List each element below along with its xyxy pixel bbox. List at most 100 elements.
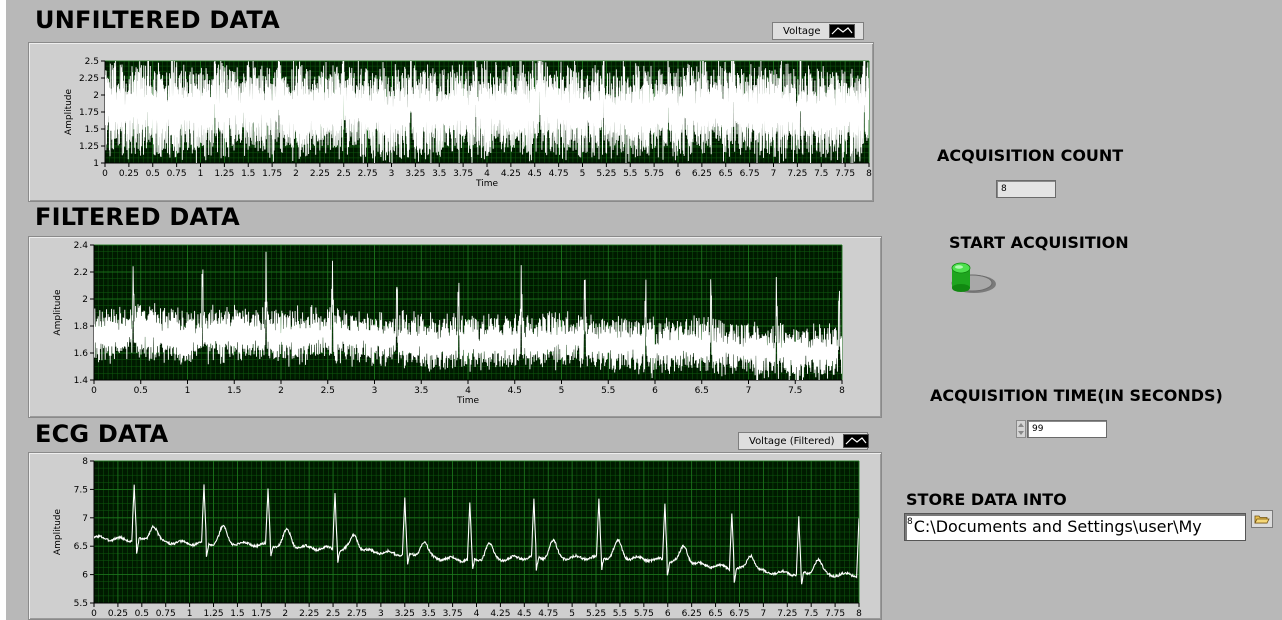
x-tick-label: 3 bbox=[389, 169, 395, 179]
y-tick-label: 5.5 bbox=[74, 599, 88, 609]
x-tick-label: 6.5 bbox=[719, 169, 733, 179]
x-axis-title: Time bbox=[475, 179, 498, 189]
x-tick-label: 3 bbox=[378, 609, 384, 619]
x-tick-label: 0.75 bbox=[167, 169, 187, 179]
x-tick-label: 5 bbox=[569, 609, 575, 619]
x-tick-label: 4.25 bbox=[490, 609, 510, 619]
x-tick-label: 4.25 bbox=[501, 169, 521, 179]
unfiltered-legend[interactable]: Voltage bbox=[772, 22, 864, 40]
path-prefix: 8 bbox=[907, 517, 913, 527]
x-tick-label: 6 bbox=[665, 609, 671, 619]
x-tick-label: 4.5 bbox=[508, 386, 522, 396]
store-path-text: C:\Documents and Settings\user\My bbox=[913, 517, 1202, 536]
y-tick-label: 2.4 bbox=[74, 241, 89, 251]
y-tick-label: 2.25 bbox=[79, 74, 99, 84]
x-tick-label: 1 bbox=[187, 609, 193, 619]
x-tick-label: 5.25 bbox=[596, 169, 616, 179]
x-tick-label: 7 bbox=[771, 169, 777, 179]
x-tick-label: 5.75 bbox=[644, 169, 664, 179]
unfiltered-legend-label: Voltage bbox=[783, 25, 821, 37]
x-tick-label: 7 bbox=[761, 609, 767, 619]
x-tick-label: 2.75 bbox=[347, 609, 367, 619]
trace-line bbox=[94, 484, 859, 585]
store-data-label: STORE DATA INTO bbox=[906, 490, 1067, 509]
y-tick-label: 1.75 bbox=[79, 108, 99, 118]
y-tick-label: 1.8 bbox=[74, 322, 89, 332]
y-tick-label: 6 bbox=[82, 571, 88, 581]
x-tick-label: 4.75 bbox=[549, 169, 569, 179]
ecg-legend-label: Voltage (Filtered) bbox=[749, 435, 835, 447]
x-tick-label: 3.5 bbox=[432, 169, 446, 179]
x-tick-label: 5 bbox=[559, 386, 565, 396]
x-tick-label: 3.25 bbox=[405, 169, 425, 179]
y-tick-label: 2.2 bbox=[74, 268, 88, 278]
y-tick-label: 7 bbox=[82, 514, 88, 524]
start-acquisition-label: START ACQUISITION bbox=[949, 233, 1129, 252]
line-plot-swatch-icon bbox=[842, 434, 869, 448]
x-tick-label: 5.5 bbox=[623, 169, 637, 179]
y-axis-title: Amplitude bbox=[53, 289, 63, 336]
tick-labels: 0 0.25 0.5 0.75 1 1.25 1.5 1.75 2 2.25 2.5 2.75 3 3.2… bbox=[74, 457, 862, 619]
x-tick-label: 8 bbox=[839, 386, 845, 396]
x-tick-label: 1.5 bbox=[230, 609, 244, 619]
x-tick-label: 0 bbox=[102, 169, 108, 179]
x-tick-label: 2.5 bbox=[337, 169, 351, 179]
ecg-graph[interactable]: 0 0.25 0.5 0.75 1 1.25 1.5 1.75 2 2.25 2.5 2.75 3 3.2… bbox=[28, 452, 882, 620]
filtered-graph-title: FILTERED DATA bbox=[35, 203, 240, 231]
x-tick-label: 7.5 bbox=[814, 169, 828, 179]
x-tick-label: 7 bbox=[746, 386, 752, 396]
store-path-input[interactable]: 8C:\Documents and Settings\user\My bbox=[904, 513, 1246, 541]
x-tick-label: 0.5 bbox=[135, 609, 149, 619]
x-tick-label: 3.75 bbox=[443, 609, 463, 619]
x-tick-label: 4 bbox=[484, 169, 490, 179]
axes bbox=[90, 460, 860, 607]
x-tick-label: 0 bbox=[91, 609, 97, 619]
x-tick-label: 4.5 bbox=[517, 609, 531, 619]
unfiltered-graph-title: UNFILTERED DATA bbox=[35, 6, 280, 34]
x-tick-label: 1.25 bbox=[204, 609, 224, 619]
x-tick-label: 3.5 bbox=[414, 386, 428, 396]
y-tick-label: 1.4 bbox=[74, 376, 89, 386]
x-tick-label: 7.25 bbox=[777, 609, 797, 619]
y-tick-label: 2 bbox=[82, 295, 88, 305]
acquisition-time-label: ACQUISITION TIME(IN SECONDS) bbox=[930, 386, 1223, 405]
browse-button[interactable] bbox=[1251, 510, 1273, 528]
x-tick-label: 7.75 bbox=[835, 169, 855, 179]
x-tick-label: 6.25 bbox=[682, 609, 702, 619]
x-tick-label: 2.5 bbox=[326, 609, 340, 619]
x-tick-label: 6.75 bbox=[729, 609, 749, 619]
x-tick-label: 5.25 bbox=[586, 609, 606, 619]
x-tick-label: 6.5 bbox=[708, 609, 722, 619]
x-tick-label: 3.75 bbox=[453, 169, 473, 179]
tick-labels: 0 0.25 0.5 0.75 1 1.25 1.5 1.75 2 2.25 2.5 2.75 3 3.2… bbox=[79, 57, 872, 179]
x-tick-label: 7.5 bbox=[788, 386, 802, 396]
y-tick-label: 2.5 bbox=[85, 57, 99, 67]
y-tick-label: 1.6 bbox=[74, 349, 89, 359]
x-tick-label: 5 bbox=[580, 169, 586, 179]
y-tick-label: 8 bbox=[82, 457, 88, 467]
acquisition-time-stepper[interactable] bbox=[1016, 420, 1026, 438]
x-axis-title: Time bbox=[456, 396, 479, 406]
folder-browse-icon bbox=[1254, 515, 1270, 524]
x-tick-label: 2 bbox=[282, 609, 288, 619]
x-tick-label: 0.5 bbox=[146, 169, 160, 179]
unfiltered-graph[interactable]: 0 0.25 0.5 0.75 1 1.25 1.5 1.75 2 2.25 2.5 2.75 3 3.2… bbox=[28, 42, 874, 202]
acquisition-count-indicator: 8 bbox=[996, 180, 1056, 198]
x-tick-label: 1 bbox=[198, 169, 204, 179]
x-tick-label: 0.75 bbox=[156, 609, 176, 619]
x-tick-label: 6 bbox=[652, 386, 658, 396]
x-tick-label: 3 bbox=[372, 386, 378, 396]
filtered-graph[interactable]: 0 0.5 1 1.5 2 2.5 3 3.5 4 4.5 5 5.5 6 6.5 7 7.5 8 1.4 1.6 1… bbox=[28, 236, 882, 418]
x-tick-label: 2.75 bbox=[358, 169, 378, 179]
y-tick-label: 1.5 bbox=[85, 125, 99, 135]
acquisition-time-input[interactable]: 99 bbox=[1027, 420, 1107, 438]
start-acquisition-button[interactable] bbox=[946, 258, 1000, 296]
x-tick-label: 6.25 bbox=[692, 169, 712, 179]
x-tick-label: 1.5 bbox=[227, 386, 241, 396]
trace-line bbox=[94, 251, 842, 380]
x-tick-label: 5.5 bbox=[613, 609, 627, 619]
tick-labels: 0 0.5 1 1.5 2 2.5 3 3.5 4 4.5 5 5.5 6 6.5 7 7.5 8 1.4 1.6 1… bbox=[74, 241, 845, 396]
x-tick-label: 6.5 bbox=[695, 386, 709, 396]
ecg-legend[interactable]: Voltage (Filtered) bbox=[738, 432, 869, 450]
